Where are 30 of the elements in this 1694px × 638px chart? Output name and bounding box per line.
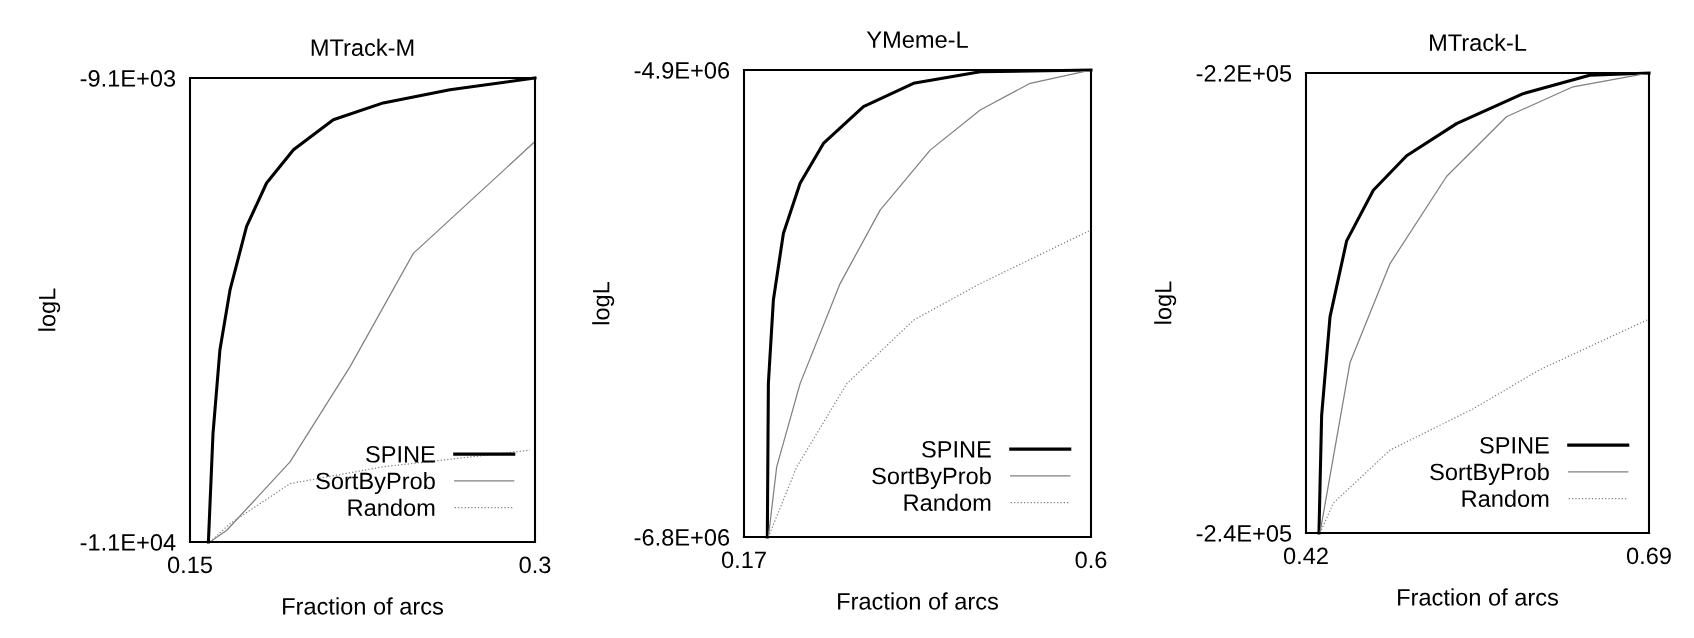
y-tick-label: -4.9E+06	[634, 62, 730, 79]
legend-label: SPINE	[366, 445, 435, 463]
chart-title: YMeme-L	[866, 31, 968, 49]
x-tick-label: 0.3	[519, 556, 551, 574]
legend-label: SortByProb	[316, 472, 435, 495]
legend-label: Random	[1462, 489, 1549, 508]
legend-label: SortByProb	[1430, 463, 1549, 486]
legend-label: Random	[348, 498, 435, 517]
y-axis-title: logL	[1154, 281, 1177, 324]
legend-label: SortByProb	[872, 467, 991, 490]
y-axis-title: logL	[592, 281, 615, 325]
x-tick-label: 0.69	[1626, 547, 1671, 565]
legend-label: Random	[904, 493, 991, 512]
y-tick-label: -1.1E+04	[80, 534, 176, 551]
x-tick-label: 0.15	[167, 556, 212, 574]
legend-label: SPINE	[922, 440, 991, 458]
y-tick-label: -6.8E+06	[634, 529, 730, 546]
x-tick-label: 0.17	[721, 551, 766, 569]
x-axis-title: Fraction of arcs	[1398, 588, 1559, 606]
y-tick-label: -9.1E+03	[80, 70, 176, 87]
y-tick-label: -2.2E+05	[1196, 65, 1292, 82]
x-tick-label: 0.6	[1075, 551, 1107, 569]
y-axis-title: logL	[38, 288, 61, 331]
x-axis-title: Fraction of arcs	[283, 597, 444, 615]
x-axis-title: Fraction of arcs	[838, 592, 999, 610]
chart-title: MTrack-M	[311, 38, 414, 57]
legend-label: SPINE	[1480, 436, 1549, 454]
chart-title: MTrack-L	[1430, 33, 1527, 52]
x-tick-label: 0.42	[1283, 547, 1328, 565]
y-tick-label: -2.4E+05	[1196, 525, 1292, 542]
